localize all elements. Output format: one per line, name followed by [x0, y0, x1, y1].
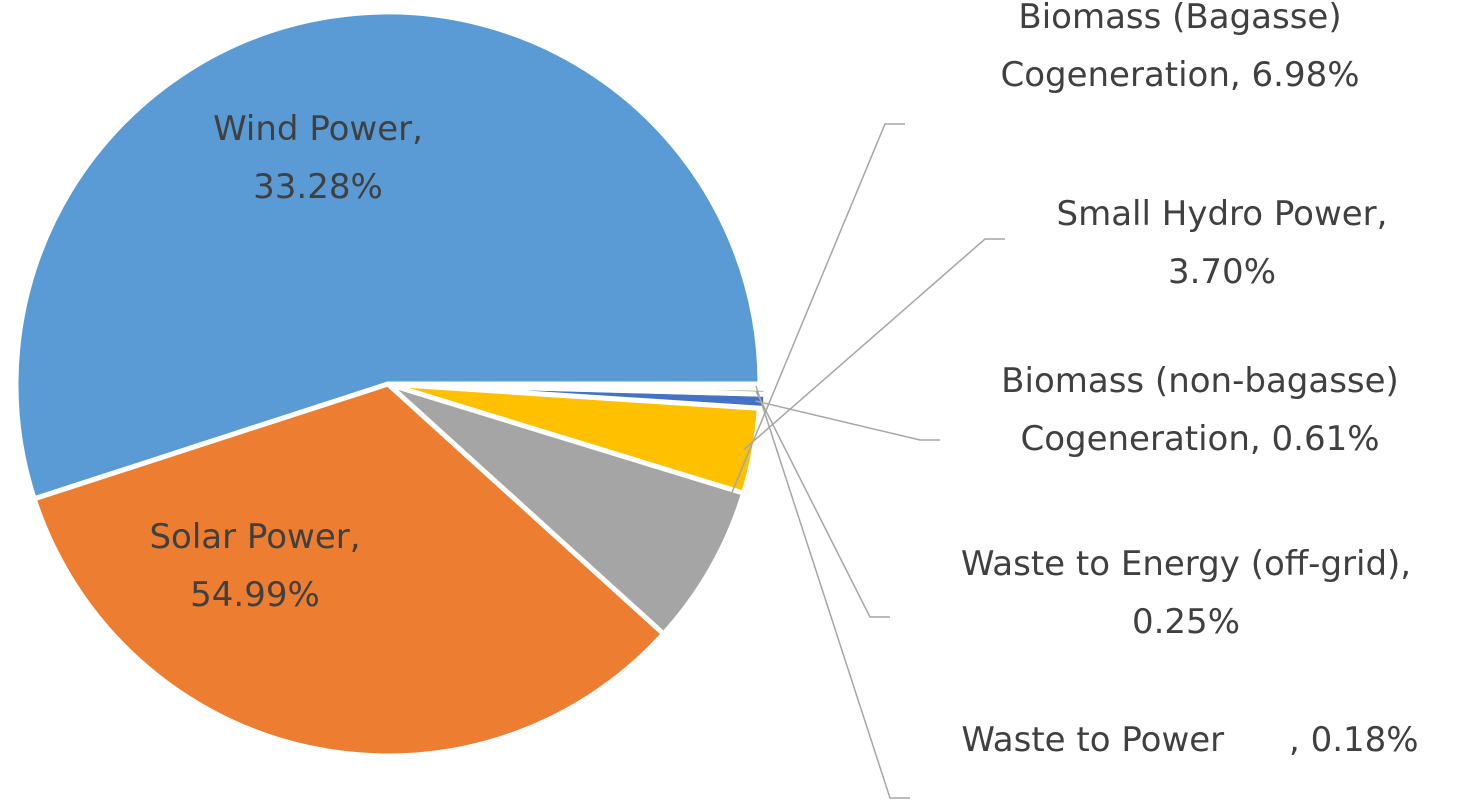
- leader-line-biomass-non-bagasse-cogeneration: [755, 400, 940, 441]
- pie-slice-solar-power: [13, 9, 763, 502]
- data-label-wind-power: Wind Power, 33.28%: [213, 109, 423, 207]
- leader-line-waste-to-energy-off-grid: [755, 390, 890, 618]
- data-label-biomass-bagasse-cogeneration: Biomass (Bagasse) Cogeneration, 6.98%: [1000, 0, 1359, 95]
- data-labels: Solar Power, 54.99% Wind Power, 33.28% Bioma…: [149, 0, 1418, 760]
- data-label-small-hydro-power: Small Hydro Power, 3.70%: [1057, 194, 1388, 292]
- leader-line-waste-to-power: [755, 385, 910, 799]
- pie-slices: [13, 9, 769, 759]
- pie-slice-wind-power: [31, 381, 667, 759]
- pie-slice-waste-to-power: [391, 381, 769, 391]
- leader-line-biomass-bagasse-cogeneration: [701, 123, 905, 564]
- data-label-waste-to-energy-off-grid: Waste to Energy (off-grid), 0.25%: [961, 544, 1411, 642]
- leader-lines: [701, 123, 1005, 799]
- data-label-waste-to-power: Waste to Power , 0.18%: [961, 720, 1418, 760]
- leader-line-small-hydro-power: [743, 238, 1005, 450]
- data-label-solar-power: Solar Power, 54.99%: [149, 517, 360, 615]
- data-label-biomass-non-bagasse-cogeneration: Biomass (non-bagasse) Cogeneration, 0.61%: [1001, 361, 1399, 459]
- pie-slice-biomass-bagasse-cogeneration: [385, 381, 747, 637]
